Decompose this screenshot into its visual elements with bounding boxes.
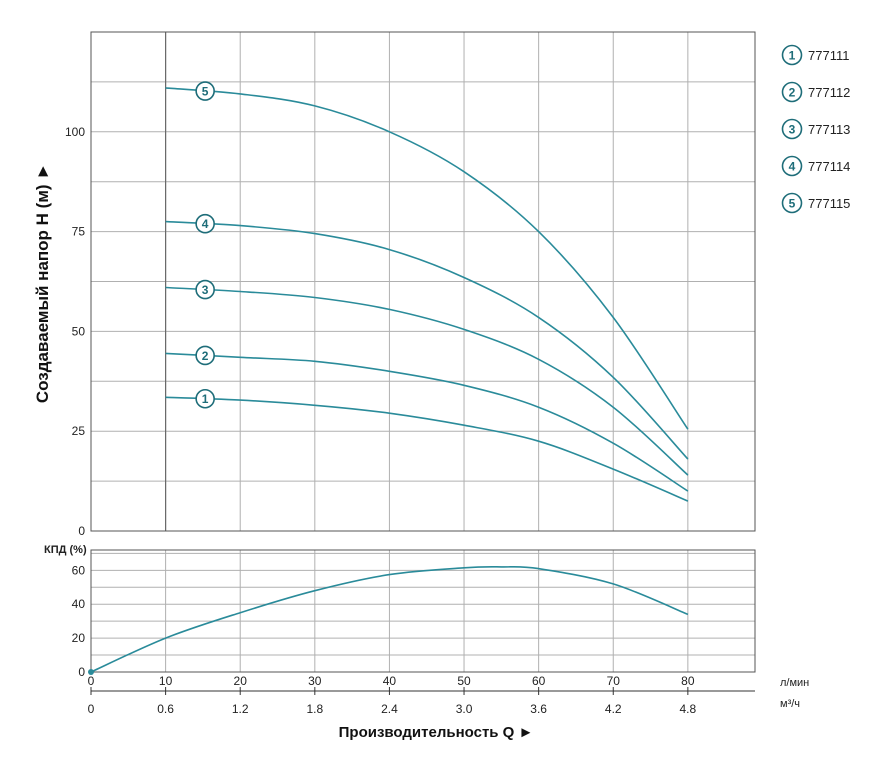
x-tick-label-m3h: 3.0 (456, 702, 473, 716)
legend-entry: 777114 (808, 159, 850, 174)
curve-777113 (165, 286, 689, 476)
x-unit-lmin: л/мин (780, 677, 809, 689)
efficiency-curve (90, 565, 689, 673)
legend-marker-label: 1 (789, 49, 796, 63)
x-tick-label-m3h: 0.6 (157, 702, 174, 716)
legend-entry: 777111 (808, 48, 849, 63)
legend-marker-circle (781, 192, 803, 214)
y-tick-label: 0 (78, 524, 85, 538)
y-tick-label: 50 (72, 324, 86, 338)
x-tick-label-lmin: 0 (88, 674, 95, 688)
curve-marker-circle (195, 345, 215, 366)
x-unit-m3h: м³/ч (780, 698, 800, 710)
curve-marker-circle (195, 388, 215, 409)
legend-marker-label: 5 (789, 197, 796, 211)
x-tick-label-lmin: 20 (234, 674, 248, 688)
legend-marker-circle (781, 81, 803, 103)
legend-marker-label: 2 (789, 86, 796, 100)
legend-marker-label: 3 (789, 123, 796, 137)
x-tick-label-lmin: 30 (308, 674, 322, 688)
curve-marker-circle (195, 213, 215, 234)
legend-marker-label: 4 (789, 160, 796, 174)
x-axis-label: Производительность Q ► (339, 724, 534, 741)
curve-marker-label: 5 (202, 85, 209, 99)
y-tick-label: 20 (72, 631, 86, 645)
curve-marker-label: 4 (202, 217, 209, 231)
legend-marker-circle (781, 118, 803, 140)
x-tick-label-lmin: 10 (159, 674, 173, 688)
x-tick-label-m3h: 1.2 (232, 702, 249, 716)
legend: 1 777111 2 777112 3 777113 4 777114 5 777115 (781, 44, 850, 214)
y-tick-label: 100 (65, 125, 85, 139)
curve-marker-circle (195, 81, 215, 101)
head-y-axis-label: Создаваемый напор H (м) ► (33, 163, 52, 403)
head-plot: 0 25 50 75 100 1 2 3 4 5 (65, 31, 756, 538)
legend-entry: 777113 (808, 122, 850, 137)
y-tick-label: 75 (72, 225, 86, 239)
curve-777114 (165, 220, 689, 460)
x-tick-label-m3h: 0 (88, 702, 95, 716)
x-tick-label-m3h: 1.8 (306, 702, 323, 716)
y-tick-label: 40 (72, 597, 86, 611)
curve-777111 (165, 396, 689, 502)
x-tick-label-m3h: 3.6 (530, 702, 547, 716)
legend-entry: 777112 (808, 85, 850, 100)
legend-marker-circle (781, 155, 803, 177)
x-tick-label-lmin: 50 (457, 674, 471, 688)
y-tick-label: 0 (78, 665, 85, 679)
efficiency-plot: 020406000100.6201.2301.8402.4503.0603.67… (72, 549, 756, 716)
efficiency-origin-point (88, 669, 94, 675)
curve-777115 (165, 87, 689, 430)
curve-marker-label: 1 (202, 392, 209, 406)
plot-frame (90, 31, 756, 532)
x-tick-label-m3h: 4.8 (680, 702, 697, 716)
curve-marker-label: 2 (202, 349, 209, 363)
curve-marker-label: 3 (202, 283, 209, 297)
curve-marker-circle (195, 279, 215, 300)
x-tick-label-m3h: 4.2 (605, 702, 622, 716)
plot-frame (90, 549, 756, 673)
efficiency-y-axis-label: КПД (%) (44, 544, 87, 556)
y-tick-label: 25 (72, 424, 86, 438)
x-tick-label-lmin: 60 (532, 674, 546, 688)
x-tick-label-m3h: 2.4 (381, 702, 398, 716)
x-tick-label-lmin: 80 (681, 674, 695, 688)
y-tick-label: 60 (72, 563, 86, 577)
legend-marker-circle (781, 44, 803, 66)
x-tick-label-lmin: 40 (383, 674, 397, 688)
curve-777112 (165, 352, 689, 492)
legend-entry: 777115 (808, 196, 850, 211)
x-tick-label-lmin: 70 (607, 674, 621, 688)
